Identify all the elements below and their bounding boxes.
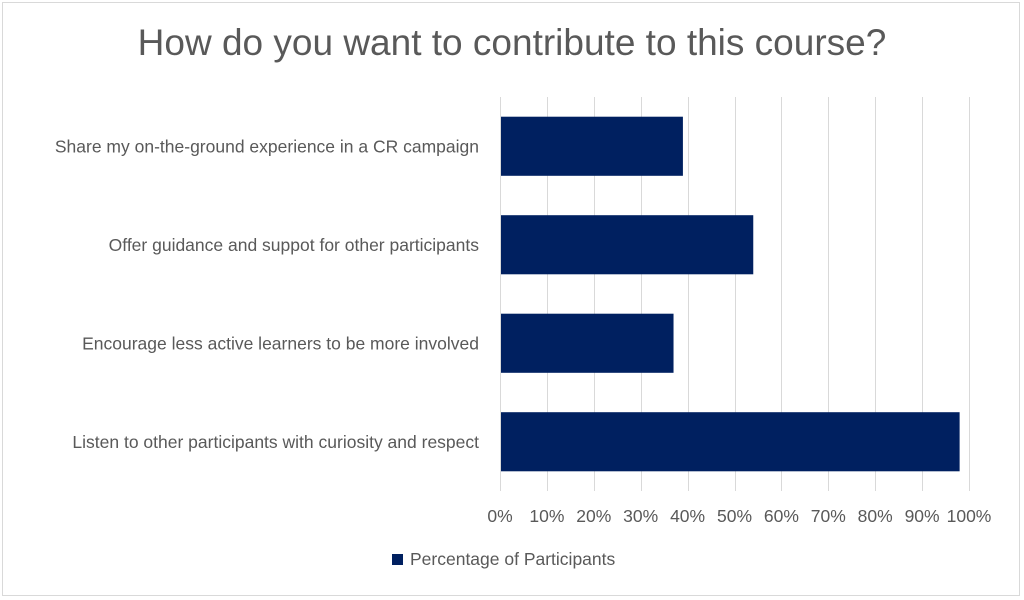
x-tick-label: 50%: [717, 506, 752, 526]
x-tick-label: 80%: [858, 506, 893, 526]
category-label: Share my on-the-ground experience in a C…: [55, 136, 479, 156]
x-tick-label: 40%: [670, 506, 705, 526]
legend: Percentage of Participants: [392, 549, 615, 570]
bar: [500, 215, 754, 275]
category-label: Listen to other participants with curios…: [72, 432, 479, 452]
legend-swatch: [392, 554, 403, 565]
x-tick-label: 0%: [487, 506, 512, 526]
x-tick-label: 20%: [576, 506, 611, 526]
x-tick-label: 10%: [529, 506, 564, 526]
legend-label: Percentage of Participants: [410, 549, 616, 569]
bar: [500, 116, 683, 176]
bar: [500, 412, 960, 472]
x-tick-label: 90%: [905, 506, 940, 526]
bar: [500, 313, 674, 373]
x-tick-label: 60%: [764, 506, 799, 526]
category-label: Encourage less active learners to be mor…: [82, 333, 479, 353]
x-tick-label: 100%: [947, 506, 992, 526]
x-tick-label: 30%: [623, 506, 658, 526]
x-tick-label: 70%: [811, 506, 846, 526]
category-label: Offer guidance and suppot for other part…: [109, 235, 480, 255]
chart-title: How do you want to contribute to this co…: [137, 22, 887, 63]
